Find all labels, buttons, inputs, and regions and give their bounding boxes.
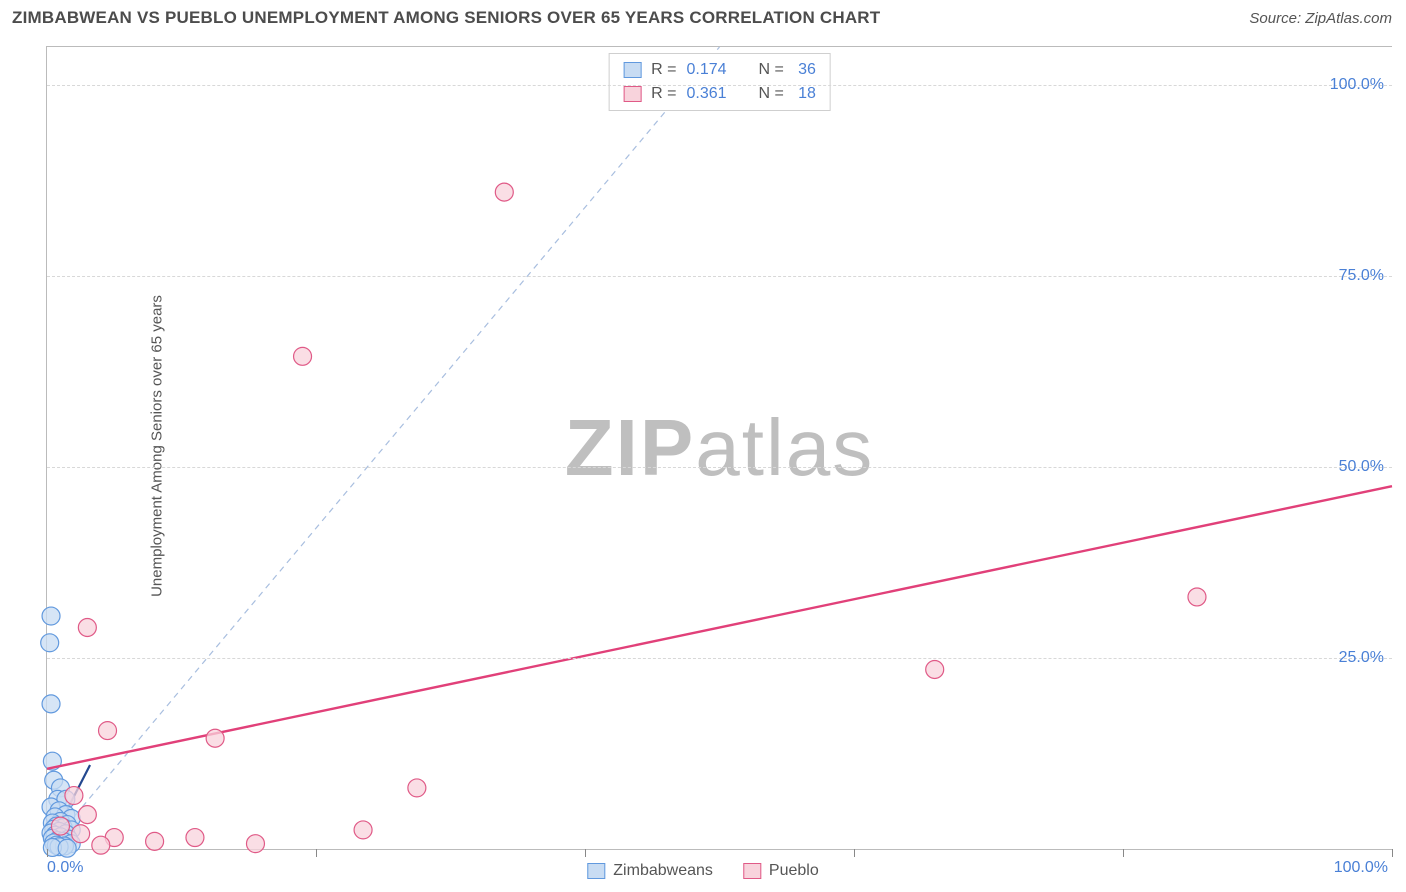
scatter-point <box>206 729 224 747</box>
x-tick <box>316 849 317 857</box>
y-tick-label: 100.0% <box>1330 76 1384 94</box>
scatter-point <box>1188 588 1206 606</box>
scatter-point <box>78 806 96 824</box>
source-value: ZipAtlas.com <box>1305 10 1392 27</box>
scatter-point <box>926 661 944 679</box>
scatter-point <box>72 825 90 843</box>
correlation-legend-row: R = 0.174 N = 36 <box>623 58 816 82</box>
scatter-point <box>58 839 76 857</box>
y-tick-label: 50.0% <box>1339 458 1384 476</box>
scatter-svg <box>47 47 1392 849</box>
scatter-point <box>92 836 110 854</box>
legend-swatch <box>587 863 605 879</box>
legend-n-value: 36 <box>794 58 816 82</box>
scatter-point <box>294 347 312 365</box>
series-legend-label: Zimbabweans <box>613 862 713 880</box>
scatter-point <box>408 779 426 797</box>
scatter-point <box>78 619 96 637</box>
series-legend: Zimbabweans Pueblo <box>587 862 818 880</box>
chart-plot-area: ZIPatlas R =0.174N =36R =0.361N =18 0.0%… <box>46 46 1392 850</box>
source-label: Source: ZipAtlas.com <box>1249 10 1392 27</box>
legend-swatch <box>623 62 641 78</box>
scatter-point <box>51 817 69 835</box>
scatter-point <box>495 183 513 201</box>
gridline-h <box>47 467 1392 468</box>
trend-line <box>47 486 1392 769</box>
scatter-point <box>146 832 164 850</box>
legend-swatch <box>743 863 761 879</box>
x-tick-label-max: 100.0% <box>1334 859 1388 877</box>
legend-r-value: 0.174 <box>686 58 726 82</box>
series-legend-label: Pueblo <box>769 862 819 880</box>
scatter-point <box>41 634 59 652</box>
diagonal-reference-line <box>47 47 720 849</box>
gridline-h <box>47 85 1392 86</box>
scatter-point <box>246 835 264 853</box>
scatter-point <box>42 695 60 713</box>
legend-r-label: R = <box>651 58 676 82</box>
chart-title: ZIMBABWEAN VS PUEBLO UNEMPLOYMENT AMONG … <box>12 8 880 28</box>
scatter-point <box>65 787 83 805</box>
gridline-h <box>47 658 1392 659</box>
correlation-legend: R =0.174N =36R =0.361N =18 <box>608 53 831 111</box>
scatter-point <box>354 821 372 839</box>
x-tick <box>1392 849 1393 857</box>
x-tick <box>585 849 586 857</box>
series-legend-item: Zimbabweans <box>587 862 713 880</box>
x-tick-label-min: 0.0% <box>47 859 83 877</box>
series-legend-item: Pueblo <box>743 862 819 880</box>
scatter-point <box>99 722 117 740</box>
scatter-point <box>42 607 60 625</box>
x-tick <box>1123 849 1124 857</box>
scatter-point <box>186 829 204 847</box>
legend-n-label: N = <box>759 58 784 82</box>
x-tick <box>854 849 855 857</box>
source-prefix: Source: <box>1249 10 1305 27</box>
gridline-h <box>47 276 1392 277</box>
y-tick-label: 75.0% <box>1339 267 1384 285</box>
y-tick-label: 25.0% <box>1339 649 1384 667</box>
legend-swatch <box>623 86 641 102</box>
x-tick <box>47 849 48 857</box>
